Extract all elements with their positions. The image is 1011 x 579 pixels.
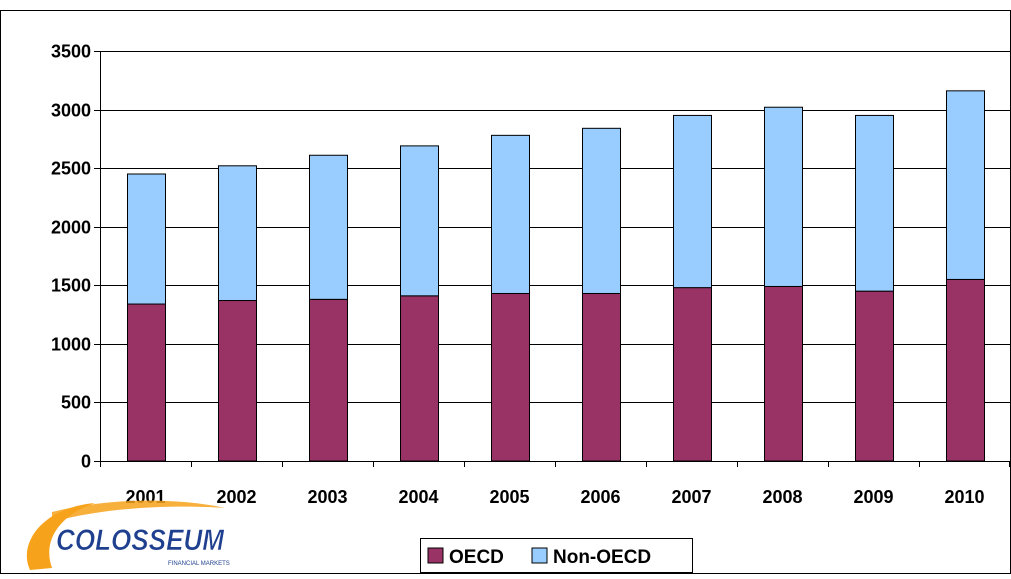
bar-oecd-2003 [309,298,348,462]
colosseum-logo: COLOSSEUM FINANCIAL MARKETS [26,500,230,570]
y-tick-label: 2500 [51,159,91,179]
bar-oecd-2009 [855,290,894,462]
y-tick-label: 3000 [51,101,91,121]
bar-non-oecd-2006 [582,127,621,294]
logo-swoosh-tail [52,500,225,522]
y-tick-label: 1500 [51,276,91,296]
bars [127,90,985,462]
y-tick-label: 1000 [51,335,91,355]
bar-oecd-2001 [127,303,166,462]
x-tick-label-2008: 2008 [762,487,802,507]
x-tick-label-2002: 2002 [216,487,256,507]
bar-non-oecd-2005 [491,134,530,294]
bar-oecd-2008 [764,285,803,462]
bar-non-oecd-2001 [127,173,166,305]
bar-oecd-2007 [673,287,712,462]
legend: OECD Non-OECD [420,538,693,573]
bar-oecd-2006 [582,292,621,462]
legend-box [420,538,693,573]
bar-non-oecd-2003 [309,154,348,300]
x-tick-label-2009: 2009 [853,487,893,507]
bar-oecd-2002 [218,300,257,462]
y-tick-labels: 0 500 1000 1500 2000 2500 3000 3500 [51,42,91,472]
bar-non-oecd-2008 [764,106,803,287]
logo-wordmark: COLOSSEUM [56,524,225,557]
legend-swatch-oecd [427,547,444,564]
bar-oecd-2010 [946,278,985,462]
legend-swatch-non-oecd [531,547,548,564]
bar-non-oecd-2007 [673,114,712,289]
x-tick-label-2003: 2003 [307,487,347,507]
x-tick-label-2010: 2010 [944,487,984,507]
x-tick-labels: 2001 2002 2003 2004 2005 2006 2007 2008 2009 2010 [125,487,984,507]
logo-swoosh [26,503,96,570]
bar-oecd-2004 [400,295,439,462]
bar-oecd-2005 [491,292,530,462]
x-tick-label-2004: 2004 [398,487,438,507]
logo-tagline: FINANCIAL MARKETS [168,561,230,567]
y-tick-label: 0 [81,452,91,472]
bar-non-oecd-2004 [400,145,439,297]
y-tick-label: 3500 [51,42,91,62]
y-tick-label: 2000 [51,218,91,238]
x-tick-label-2005: 2005 [489,487,529,507]
y-tick-label: 500 [61,393,91,413]
bar-non-oecd-2002 [218,165,257,302]
legend-label-oecd: OECD [449,547,504,568]
x-tick-label-2006: 2006 [580,487,620,507]
legend-label-non-oecd: Non-OECD [553,547,651,568]
axes [100,51,1010,462]
bar-non-oecd-2009 [855,114,894,292]
x-tick-label-2007: 2007 [671,487,711,507]
bar-non-oecd-2010 [946,90,985,280]
